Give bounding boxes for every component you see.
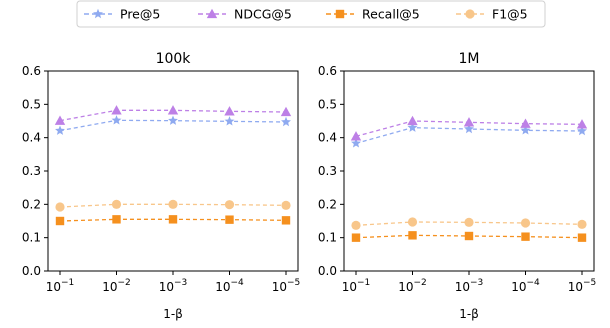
y-tick-label: 0.5 <box>318 97 337 111</box>
data-point-circle <box>577 219 587 229</box>
data-point-star <box>281 116 291 127</box>
chart-panel-1m: 1M 1-β 0.0 0.1 0.2 0.3 0.4 0.5 0.6 10−1 10−2 10−3… <box>318 51 596 321</box>
data-point-square <box>168 215 178 224</box>
data-point-triangle <box>350 131 362 141</box>
data-point-square <box>577 233 587 242</box>
data-point-star <box>168 115 178 125</box>
x-tick-label: 10−1 <box>46 278 75 294</box>
y-tick-label: 0.3 <box>22 164 41 178</box>
legend-marker-square <box>335 9 345 19</box>
x-tick-label: 10−4 <box>215 278 244 294</box>
y-tick-label: 0.4 <box>22 131 41 145</box>
data-point-triangle <box>520 118 531 128</box>
legend-label: Pre@5 <box>120 7 160 22</box>
plot-frame <box>343 70 595 272</box>
data-point-circle <box>520 218 531 228</box>
data-point-triangle <box>280 106 292 117</box>
data-point-star <box>224 116 235 126</box>
x-tick-label: 10−1 <box>342 278 371 294</box>
x-tick-label: 10−2 <box>102 278 131 294</box>
data-point-square <box>351 233 361 242</box>
legend-label: Recall@5 <box>362 7 420 22</box>
data-point-square <box>225 215 234 224</box>
y-tick-label: 0.0 <box>318 264 337 278</box>
data-point-star <box>351 138 361 148</box>
legend-marker-triangle <box>206 8 218 19</box>
data-point-circle <box>168 199 178 209</box>
data-point-circle <box>224 200 235 210</box>
x-tick-label: 10−3 <box>159 278 188 294</box>
data-point-square <box>464 231 474 241</box>
data-point-star <box>464 123 474 134</box>
data-point-triangle <box>167 105 179 115</box>
data-point-circle <box>407 217 418 227</box>
legend: Pre@5 NDCG@5 Recall@5 F1@5 <box>76 0 546 28</box>
data-point-circle <box>351 220 361 230</box>
data-point-triangle <box>111 105 122 115</box>
data-point-triangle <box>463 117 475 127</box>
x-tick-label: 10−5 <box>568 278 597 294</box>
data-point-star <box>520 125 531 135</box>
legend-marker-circle <box>465 9 475 19</box>
data-point-triangle <box>224 106 235 116</box>
data-point-triangle <box>407 115 418 126</box>
data-point-square <box>408 231 417 240</box>
x-tick-label: 10−3 <box>455 278 484 294</box>
data-point-square <box>281 216 291 225</box>
data-point-star <box>55 125 65 135</box>
data-point-star <box>407 122 418 132</box>
x-axis-label: 1-β <box>459 307 479 321</box>
x-axis-label: 1-β <box>163 307 183 321</box>
y-tick-label: 0.2 <box>22 197 41 211</box>
y-tick-label: 0.5 <box>22 97 41 111</box>
y-tick-label: 0.1 <box>22 231 41 245</box>
y-tick-label: 0.2 <box>318 197 337 211</box>
legend-label: F1@5 <box>492 7 528 22</box>
y-tick-label: 0.1 <box>318 231 337 245</box>
y-tick-label: 0.3 <box>318 164 337 178</box>
data-point-square <box>521 232 530 241</box>
legend-marker-star <box>93 8 103 19</box>
y-tick-label: 0.0 <box>22 264 41 278</box>
chart-title: 100k <box>156 51 192 67</box>
x-tick-label: 10−2 <box>398 278 427 294</box>
legend-label: NDCG@5 <box>234 7 292 22</box>
data-point-circle <box>55 202 65 212</box>
data-point-triangle <box>54 115 66 125</box>
data-point-circle <box>111 199 122 209</box>
legend-frame <box>76 0 546 28</box>
x-tick-label: 10−4 <box>511 278 540 294</box>
y-tick-label: 0.4 <box>318 131 337 145</box>
data-point-star <box>111 115 122 125</box>
y-tick-label: 0.6 <box>22 64 41 78</box>
x-tick-label: 10−5 <box>272 278 301 294</box>
y-tick-label: 0.6 <box>318 64 337 78</box>
data-point-triangle <box>576 119 588 129</box>
data-point-star <box>577 125 587 136</box>
chart-panel-100k: 100k 1-β 0.0 0.1 0.2 0.3 0.4 0.5 0.6 10−1 10−2 10… <box>22 51 300 321</box>
chart-title: 1M <box>459 51 480 67</box>
data-point-circle <box>281 200 291 210</box>
data-point-circle <box>464 217 474 227</box>
plot-frame <box>47 70 299 272</box>
data-point-square <box>55 216 65 226</box>
data-point-square <box>112 215 121 224</box>
